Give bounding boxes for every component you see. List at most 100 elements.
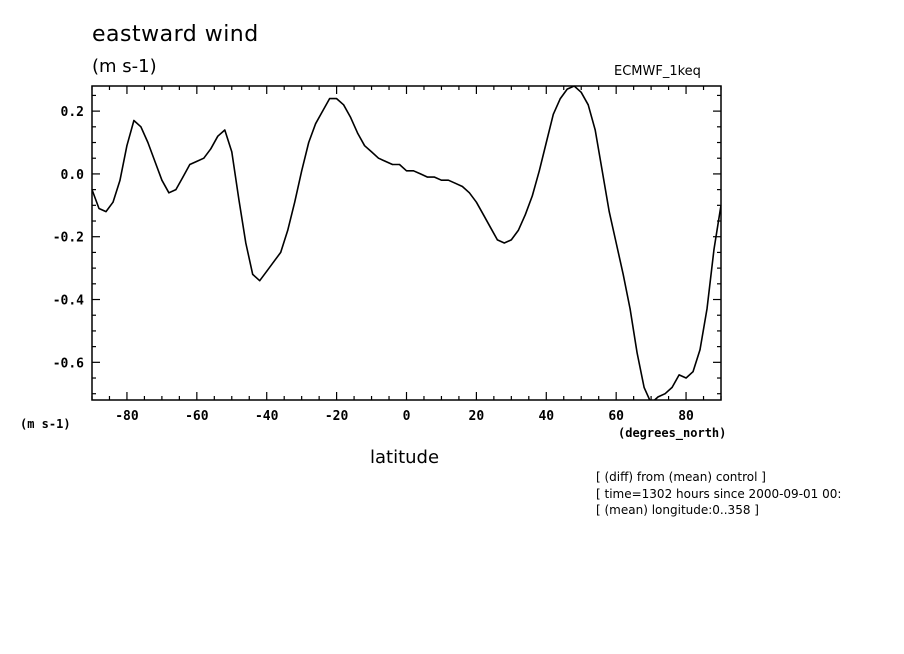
axis-tick-labels: -80 -60 -40 -20 0 20 40 60 80 0.2 0.0 -0.2 -0.4 -0.6 bbox=[53, 105, 694, 424]
data-point bbox=[664, 393, 666, 395]
data-point bbox=[356, 132, 359, 134]
data-point bbox=[133, 119, 135, 122]
data-point bbox=[692, 371, 694, 373]
data-point bbox=[91, 189, 93, 191]
y-tick-label: -0.2 bbox=[53, 231, 84, 246]
x-tick-label: 80 bbox=[678, 409, 694, 424]
y-tick-label: -0.4 bbox=[53, 294, 84, 309]
data-point bbox=[629, 308, 631, 310]
data-point bbox=[175, 189, 177, 191]
data-point bbox=[573, 85, 575, 87]
data-point bbox=[622, 273, 624, 275]
data-point bbox=[559, 97, 561, 100]
data-point bbox=[447, 179, 450, 181]
data-point bbox=[426, 176, 429, 178]
chart-units: (m s-1) bbox=[92, 56, 157, 77]
data-point bbox=[252, 273, 254, 275]
data-point bbox=[189, 163, 191, 166]
data-point bbox=[657, 396, 659, 398]
axis-ticks bbox=[91, 86, 722, 400]
y-tick-label: 0.2 bbox=[61, 105, 84, 120]
data-point bbox=[349, 116, 352, 118]
data-point bbox=[245, 242, 247, 244]
data-point bbox=[545, 141, 547, 144]
data-point bbox=[713, 248, 715, 250]
data-point bbox=[105, 211, 107, 213]
data-point bbox=[119, 179, 121, 181]
data-point bbox=[489, 226, 491, 228]
data-point bbox=[517, 229, 519, 232]
data-point bbox=[580, 91, 582, 93]
data-point bbox=[475, 201, 477, 203]
data-point bbox=[322, 110, 324, 112]
data-point bbox=[147, 141, 149, 144]
dataset-label: ECMWF_1keq bbox=[614, 64, 701, 79]
data-point bbox=[468, 192, 470, 194]
data-point bbox=[287, 229, 289, 232]
data-point bbox=[587, 104, 589, 106]
x-tick-label: 60 bbox=[608, 409, 624, 424]
data-point bbox=[168, 192, 170, 194]
data-point bbox=[329, 97, 331, 100]
data-point bbox=[405, 170, 408, 172]
data-point bbox=[266, 270, 268, 272]
data-point bbox=[496, 239, 498, 241]
data-point bbox=[412, 170, 415, 172]
x-tick-label: 40 bbox=[538, 409, 554, 424]
data-point bbox=[615, 242, 617, 244]
data-point bbox=[454, 182, 457, 184]
x-axis-units: (degrees_north) bbox=[618, 426, 727, 440]
data-point bbox=[161, 179, 163, 181]
x-tick-label: -20 bbox=[325, 409, 349, 424]
data-point bbox=[419, 173, 422, 175]
x-axis-label: latitude bbox=[370, 447, 440, 468]
data-point bbox=[224, 129, 226, 131]
data-point bbox=[370, 151, 373, 153]
data-point bbox=[636, 352, 638, 354]
data-point bbox=[461, 185, 464, 188]
data-point bbox=[126, 145, 128, 147]
data-points bbox=[91, 85, 722, 398]
data-point bbox=[231, 151, 233, 153]
data-point bbox=[398, 163, 401, 166]
data-point bbox=[720, 204, 722, 206]
data-point bbox=[301, 170, 303, 172]
data-point bbox=[154, 160, 156, 162]
data-point bbox=[531, 195, 533, 197]
data-point bbox=[363, 145, 366, 147]
data-point bbox=[315, 123, 317, 125]
x-tick-label: -40 bbox=[255, 409, 279, 424]
data-point bbox=[196, 160, 198, 162]
data-point bbox=[384, 160, 387, 162]
data-point bbox=[503, 242, 505, 244]
data-point bbox=[336, 97, 338, 100]
data-point bbox=[601, 170, 603, 172]
data-point bbox=[552, 113, 554, 115]
y-axis-units: (m s-1) bbox=[20, 417, 71, 431]
data-point bbox=[182, 176, 184, 178]
data-point bbox=[706, 308, 708, 310]
data-point bbox=[524, 214, 526, 216]
data-point bbox=[391, 163, 394, 166]
data-point bbox=[238, 198, 240, 200]
x-tick-label: -80 bbox=[115, 409, 139, 424]
y-tick-label: -0.6 bbox=[53, 356, 84, 371]
data-point bbox=[699, 349, 701, 351]
data-point bbox=[294, 201, 296, 203]
data-point bbox=[433, 176, 436, 178]
y-tick-label: 0.0 bbox=[61, 168, 85, 183]
data-point bbox=[273, 261, 275, 263]
data-point bbox=[377, 157, 380, 159]
data-point bbox=[203, 157, 205, 159]
data-line bbox=[92, 86, 721, 400]
data-point bbox=[510, 239, 512, 241]
data-point bbox=[538, 170, 540, 172]
x-tick-label: 0 bbox=[403, 409, 411, 424]
annotation-time: [ time=1302 hours since 2000-09-01 00: bbox=[596, 487, 842, 501]
data-point bbox=[280, 251, 282, 254]
data-point bbox=[343, 104, 345, 106]
data-point bbox=[566, 88, 568, 90]
data-point bbox=[643, 386, 645, 389]
data-point bbox=[608, 211, 610, 213]
